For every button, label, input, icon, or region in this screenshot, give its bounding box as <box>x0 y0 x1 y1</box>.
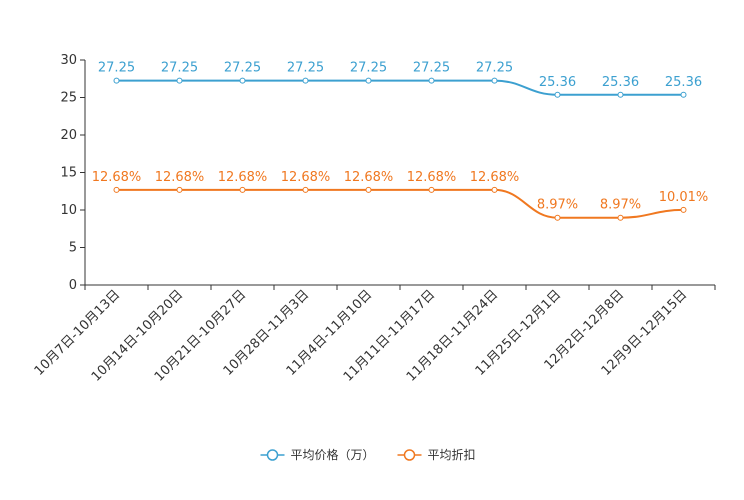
data-point <box>113 77 120 84</box>
data-label: 27.25 <box>350 61 387 76</box>
y-tick-label: 10 <box>60 203 77 218</box>
data-label: 12.68% <box>218 170 268 185</box>
data-label: 8.97% <box>600 198 641 213</box>
data-point <box>302 77 309 84</box>
data-point <box>365 186 372 193</box>
data-label: 27.25 <box>161 61 198 76</box>
data-point <box>617 91 624 98</box>
data-point <box>176 186 183 193</box>
data-label: 10.01% <box>659 190 709 205</box>
y-tick-label: 25 <box>60 91 77 106</box>
legend-label: 平均折扣 <box>428 447 476 462</box>
series-line-2 <box>116 188 684 219</box>
data-label: 27.25 <box>98 61 135 76</box>
series-layer <box>113 77 687 221</box>
data-label: 12.68% <box>92 170 142 185</box>
data-label: 27.25 <box>287 61 324 76</box>
legend-marker-icon <box>266 449 279 461</box>
legend-label: 平均价格（万） <box>291 447 375 462</box>
data-point <box>428 77 435 84</box>
legend-item[interactable]: 平均折扣 <box>397 447 476 462</box>
data-point <box>491 77 498 84</box>
data-label: 27.25 <box>476 61 513 76</box>
data-label: 12.68% <box>407 170 457 185</box>
y-tick-label: 5 <box>69 241 77 256</box>
y-tick-label: 0 <box>69 278 77 293</box>
axes: 05101520253010月7日-10月13日10月14日-10月20日10月… <box>32 53 716 385</box>
data-point <box>491 186 498 193</box>
data-point <box>554 91 561 98</box>
y-tick-label: 20 <box>60 128 77 143</box>
data-point <box>617 214 624 221</box>
data-label: 27.25 <box>224 61 261 76</box>
data-point <box>239 77 246 84</box>
data-point <box>113 186 120 193</box>
data-point <box>680 206 687 213</box>
data-label: 27.25 <box>413 61 450 76</box>
data-label: 12.68% <box>344 170 394 185</box>
y-tick-label: 15 <box>60 166 77 181</box>
legend-marker-icon <box>403 449 416 461</box>
legend-item[interactable]: 平均价格（万） <box>260 447 375 462</box>
data-point <box>554 214 561 221</box>
data-label: 12.68% <box>281 170 331 185</box>
data-label: 8.97% <box>537 198 578 213</box>
data-labels: 27.25 27.25 27.25 27.25 27.25 27.25 27.25 25.36… <box>92 61 709 213</box>
data-label: 25.36 <box>665 75 702 90</box>
data-point <box>302 186 309 193</box>
data-label: 25.36 <box>539 75 576 90</box>
data-point <box>680 91 687 98</box>
data-label: 12.68% <box>470 170 520 185</box>
legend[interactable]: 平均价格（万） 平均折扣 <box>260 447 476 462</box>
data-label: 25.36 <box>602 75 639 90</box>
data-point <box>428 186 435 193</box>
data-point <box>239 186 246 193</box>
data-label: 12.68% <box>155 170 205 185</box>
series-line-1 <box>116 79 684 96</box>
data-point <box>365 77 372 84</box>
data-point <box>176 77 183 84</box>
y-tick-label: 30 <box>60 53 77 68</box>
